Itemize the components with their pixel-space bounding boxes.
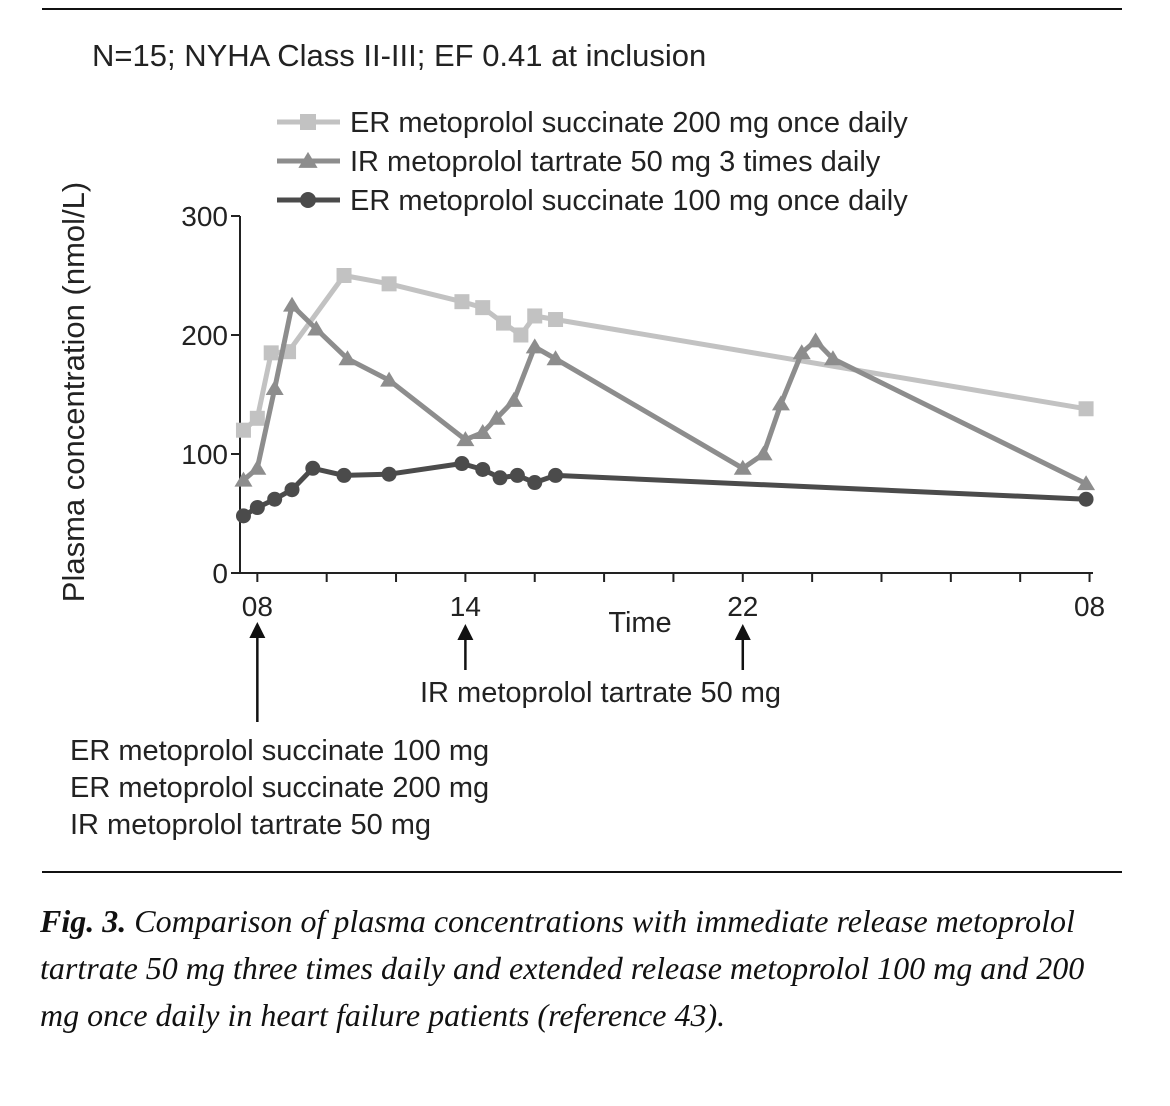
data-point xyxy=(527,308,543,324)
y-tick-label: 100 xyxy=(181,439,228,470)
data-point xyxy=(527,475,543,491)
legend-swatch-marker xyxy=(300,114,316,130)
data-point xyxy=(283,296,302,312)
data-point xyxy=(475,461,491,477)
data-point xyxy=(265,380,284,395)
x-axis-label: Time xyxy=(608,607,671,639)
data-point xyxy=(234,471,253,487)
plasma-concentration-chart: N=15; NYHA Class II-III; EF 0.41 at incl… xyxy=(56,38,1105,841)
data-point xyxy=(548,312,564,328)
annotation-text: IR metoprolol tartrate 50 mg xyxy=(70,809,431,841)
series-triangle xyxy=(234,296,1096,491)
data-point xyxy=(248,459,267,475)
legend-entry: IR metoprolol tartrate 50 mg 3 times dai… xyxy=(350,146,881,178)
caption-text: Comparison of plasma concentrations with… xyxy=(40,903,1085,1033)
data-point xyxy=(1077,475,1096,491)
data-point xyxy=(806,332,825,348)
x-tick-label: 08 xyxy=(1074,591,1105,622)
caption-label: Fig. 3. xyxy=(40,903,127,939)
x-tick-label: 08 xyxy=(242,591,273,622)
data-point xyxy=(475,300,491,316)
data-point xyxy=(336,268,352,283)
data-point xyxy=(492,470,508,486)
dosing-annotations: IR metoprolol tartrate 50 mg ER metoprolo… xyxy=(70,622,781,841)
axes: 0 100 200 300 08 14 22 08 xyxy=(181,201,1105,622)
data-point xyxy=(504,391,523,407)
data-point xyxy=(525,338,544,354)
data-point xyxy=(305,460,321,476)
series-layer xyxy=(234,268,1096,524)
data-point xyxy=(548,467,564,483)
data-point xyxy=(249,500,265,516)
legend-entry: ER metoprolol succinate 200 mg once dail… xyxy=(350,107,908,139)
data-point xyxy=(307,320,326,336)
series-square xyxy=(235,268,1094,438)
x-tick-label: 22 xyxy=(727,591,758,622)
annotation-text: ER metoprolol succinate 100 mg xyxy=(70,735,489,767)
x-tick-label: 14 xyxy=(450,591,481,622)
data-point xyxy=(1078,491,1094,507)
series-line xyxy=(242,461,1087,519)
annotation-text: ER metoprolol succinate 200 mg xyxy=(70,772,489,804)
data-point xyxy=(336,467,352,483)
data-point xyxy=(380,371,399,387)
y-tick-label: 300 xyxy=(181,201,228,232)
legend-swatch-marker xyxy=(298,151,318,168)
data-point xyxy=(733,459,752,475)
dose-arrow xyxy=(457,624,474,670)
data-point xyxy=(338,350,357,366)
bottom-rule xyxy=(42,871,1122,873)
series-line xyxy=(241,273,1087,433)
data-point xyxy=(496,315,512,331)
data-point xyxy=(263,345,279,361)
data-point xyxy=(487,409,506,425)
data-point xyxy=(771,395,790,411)
data-point xyxy=(235,422,251,438)
data-point xyxy=(284,482,300,498)
data-point xyxy=(249,410,265,426)
arrow-head xyxy=(249,622,266,638)
data-point xyxy=(235,508,251,524)
arrow-head xyxy=(457,624,474,640)
data-point xyxy=(823,350,842,366)
legend: ER metoprolol succinate 200 mg once dail… xyxy=(277,107,908,217)
y-axis-label: Plasma concentration (nmol/L) xyxy=(56,182,91,602)
arrow-head xyxy=(734,624,751,640)
data-point xyxy=(792,344,811,360)
data-point xyxy=(1078,401,1094,417)
y-tick-label: 200 xyxy=(181,320,228,351)
figure-caption: Fig. 3. Comparison of plasma concentrati… xyxy=(40,898,1130,1039)
series-line xyxy=(241,302,1088,487)
data-point xyxy=(381,466,397,482)
data-point xyxy=(456,431,475,447)
data-point xyxy=(381,276,397,292)
legend-swatch-marker xyxy=(300,192,316,208)
data-point xyxy=(513,327,529,343)
data-point xyxy=(754,445,773,461)
annotation-text: IR metoprolol tartrate 50 mg xyxy=(420,677,781,709)
dose-arrow xyxy=(249,622,266,722)
series-circle xyxy=(235,456,1094,524)
dose-arrow xyxy=(734,624,751,670)
chart-title: N=15; NYHA Class II-III; EF 0.41 at incl… xyxy=(92,38,706,73)
data-point xyxy=(473,424,492,439)
data-point xyxy=(546,350,565,366)
top-rule xyxy=(42,8,1122,10)
data-point xyxy=(454,456,470,472)
data-point xyxy=(509,467,525,483)
legend-entry: ER metoprolol succinate 100 mg once dail… xyxy=(350,185,908,217)
data-point xyxy=(267,491,283,507)
y-tick-label: 0 xyxy=(212,558,228,589)
data-point xyxy=(454,294,470,310)
